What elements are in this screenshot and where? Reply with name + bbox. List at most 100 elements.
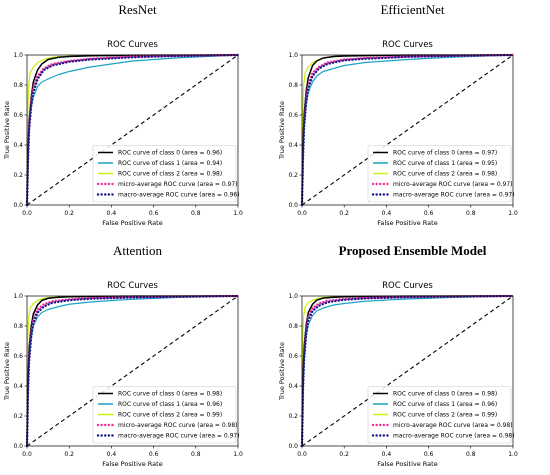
- x-tick-label: 0.4: [382, 210, 392, 217]
- x-axis-label: False Positive Rate: [377, 219, 437, 227]
- x-tick-label: 1.0: [508, 210, 518, 217]
- legend-entry: ROC curve of class 2 (area = 0.98): [393, 171, 497, 178]
- legend-entry: ROC curve of class 0 (area = 0.96): [118, 150, 222, 157]
- y-tick-label: 0.8: [288, 323, 298, 330]
- y-tick-label: 0.0: [13, 202, 23, 209]
- legend-box: [367, 386, 512, 444]
- y-tick-label: 0.4: [288, 142, 298, 149]
- legend-entry: ROC curve of class 1 (area = 0.96): [393, 401, 497, 408]
- panel-title: ResNet: [118, 2, 157, 17]
- legend-box: [367, 145, 512, 203]
- x-tick-label: 0.6: [149, 210, 159, 217]
- x-tick-label: 0.4: [107, 210, 117, 217]
- y-tick-label: 0.4: [13, 383, 23, 390]
- legend-entry: micro-average ROC curve (area = 0.98): [118, 422, 238, 429]
- chart-title: ROC Curves: [382, 281, 433, 291]
- chance-diagonal-line: [26, 54, 239, 206]
- legend-entry: ROC curve of class 1 (area = 0.95): [393, 160, 497, 167]
- y-tick-label: 0.8: [288, 82, 298, 89]
- legend-entry: ROC curve of class 2 (area = 0.99): [393, 412, 497, 419]
- x-tick-label: 0.4: [107, 451, 117, 458]
- y-tick-label: 0.2: [13, 413, 23, 420]
- x-tick-label: 0.8: [191, 210, 201, 217]
- legend-entry: ROC curve of class 0 (area = 0.98): [118, 391, 222, 398]
- legend-entry: ROC curve of class 1 (area = 0.94): [118, 160, 222, 167]
- x-axis-label: False Positive Rate: [102, 219, 162, 227]
- roc-series-line: [26, 295, 239, 447]
- x-tick-label: 0.8: [466, 210, 476, 217]
- roc-chart-efficientnet: ROC Curves False Positive Rate True Positi…: [278, 40, 518, 227]
- x-tick-label: 1.0: [508, 451, 518, 458]
- legend-entry: micro-average ROC curve (area = 0.97): [393, 181, 513, 188]
- x-axis-label: False Positive Rate: [377, 460, 437, 468]
- x-tick-label: 0.0: [297, 210, 307, 217]
- chance-diagonal-line: [301, 54, 514, 206]
- chart-title: ROC Curves: [382, 40, 433, 50]
- y-tick-label: 0.6: [288, 353, 298, 360]
- x-tick-label: 0.8: [466, 451, 476, 458]
- x-tick-label: 0.8: [191, 451, 201, 458]
- legend-entry: micro-average ROC curve (area = 0.98): [393, 422, 513, 429]
- panel-title: Attention: [112, 243, 163, 258]
- y-tick-label: 1.0: [13, 52, 23, 59]
- y-tick-label: 0.0: [13, 443, 23, 450]
- y-tick-label: 0.0: [288, 202, 298, 209]
- panel-attention: Attention ROC Curves False Positive Rate T…: [0, 241, 275, 475]
- chance-diagonal-line: [301, 295, 514, 447]
- x-tick-label: 0.6: [424, 210, 434, 217]
- x-tick-label: 0.6: [424, 451, 434, 458]
- roc-chart-ensemble: ROC Curves False Positive Rate True Positi…: [278, 281, 518, 468]
- plot-frame: [301, 54, 514, 206]
- roc-series-line: [26, 295, 239, 447]
- x-tick-label: 1.0: [233, 451, 243, 458]
- y-axis-label: True Positive Rate: [278, 101, 286, 160]
- y-tick-label: 0.2: [288, 413, 298, 420]
- x-tick-label: 0.0: [22, 451, 32, 458]
- y-tick-label: 0.4: [288, 383, 298, 390]
- y-tick-label: 1.0: [288, 293, 298, 300]
- panel-title: EfficientNet: [380, 2, 445, 17]
- x-tick-label: 0.4: [382, 451, 392, 458]
- y-tick-label: 0.6: [288, 112, 298, 119]
- panel-efficientnet: EfficientNet ROC Curves False Positive Ra…: [275, 0, 550, 234]
- x-tick-label: 0.0: [297, 451, 307, 458]
- y-tick-label: 0.6: [13, 353, 23, 360]
- legend-box: [92, 386, 237, 444]
- y-tick-label: 0.2: [13, 172, 23, 179]
- x-tick-label: 1.0: [233, 210, 243, 217]
- roc-series-line: [300, 53, 515, 207]
- panel-title: Proposed Ensemble Model: [338, 243, 487, 258]
- y-axis-label: True Positive Rate: [3, 101, 11, 160]
- roc-chart-attention: ROC Curves False Positive Rate True Positi…: [3, 281, 243, 468]
- legend-entry: ROC curve of class 0 (area = 0.98): [393, 391, 497, 398]
- roc-chart-resnet: ROC Curves False Positive Rate True Positi…: [3, 40, 243, 227]
- y-tick-label: 1.0: [288, 52, 298, 59]
- x-tick-label: 0.2: [339, 210, 349, 217]
- x-tick-label: 0.2: [64, 210, 74, 217]
- x-axis-label: False Positive Rate: [102, 460, 162, 468]
- legend-entry: micro-average ROC curve (area = 0.97): [118, 181, 238, 188]
- plot-frame: [301, 295, 514, 447]
- legend-box: [92, 145, 237, 203]
- x-tick-label: 0.2: [339, 451, 349, 458]
- y-tick-label: 0.8: [13, 82, 23, 89]
- y-tick-label: 0.2: [288, 172, 298, 179]
- legend-entry: macro-average ROC curve (area = 0.97): [118, 433, 240, 440]
- y-axis-label: True Positive Rate: [278, 342, 286, 401]
- roc-series-line: [300, 294, 515, 448]
- legend-entry: macro-average ROC curve (area = 0.96): [118, 192, 240, 199]
- y-tick-label: 0.8: [13, 323, 23, 330]
- x-tick-label: 0.6: [149, 451, 159, 458]
- legend-entry: ROC curve of class 2 (area = 0.98): [118, 171, 222, 178]
- panel-ensemble: Proposed Ensemble Model ROC Curves False …: [275, 241, 550, 475]
- plot-frame: [26, 54, 239, 206]
- legend-entry: ROC curve of class 0 (area = 0.97): [393, 150, 497, 157]
- chart-title: ROC Curves: [107, 281, 158, 291]
- y-tick-label: 1.0: [13, 293, 23, 300]
- legend-entry: ROC curve of class 2 (area = 0.99): [118, 412, 222, 419]
- y-tick-label: 0.0: [288, 443, 298, 450]
- x-tick-label: 0.2: [64, 451, 74, 458]
- y-tick-label: 0.4: [13, 142, 23, 149]
- legend-entry: ROC curve of class 1 (area = 0.96): [118, 401, 222, 408]
- chart-title: ROC Curves: [107, 40, 158, 50]
